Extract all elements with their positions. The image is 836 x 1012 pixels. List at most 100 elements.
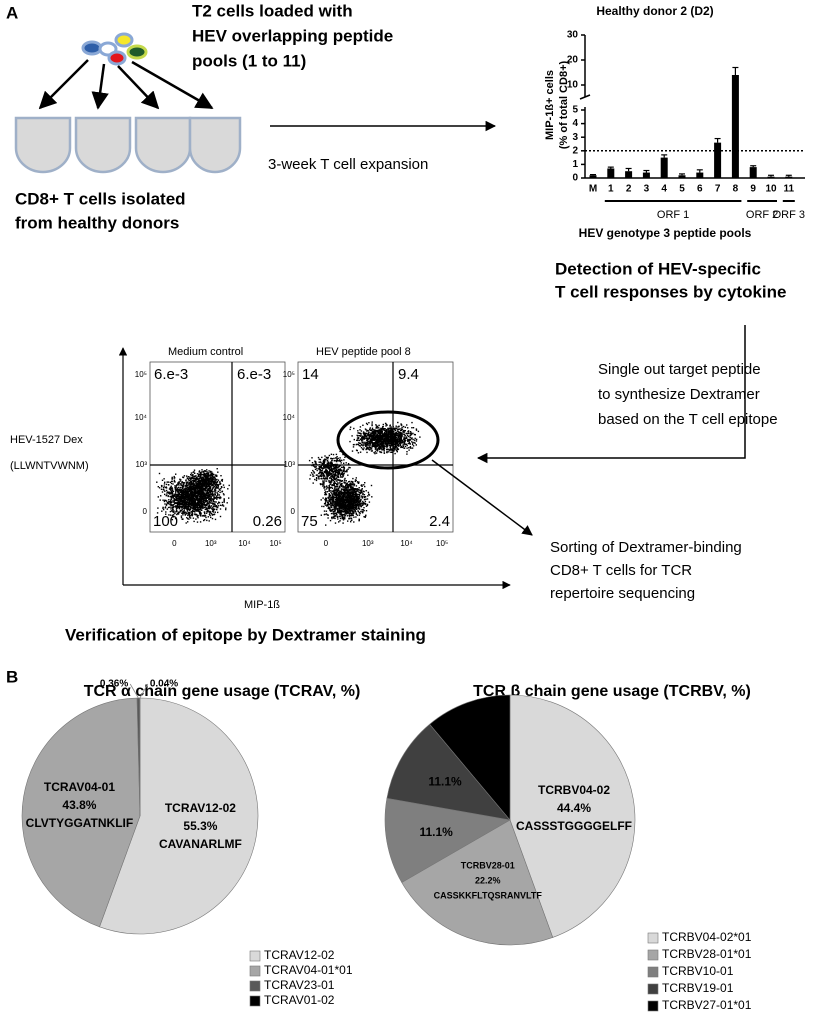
quadrant-label: 75 bbox=[301, 513, 318, 530]
value-label: 43.8% bbox=[62, 798, 96, 812]
x-tick-label: 6 bbox=[697, 184, 703, 195]
flow-tick-label: 10⁴ bbox=[135, 413, 148, 422]
flow-tick-label: 10⁵ bbox=[436, 539, 448, 548]
detection-text: Detection of HEV-specific bbox=[555, 259, 761, 278]
quadrant-label: 2.4 bbox=[429, 513, 450, 530]
bar bbox=[589, 175, 597, 178]
pie-slice bbox=[509, 694, 636, 938]
legend-swatch bbox=[647, 932, 659, 944]
legend-swatch bbox=[249, 965, 261, 977]
value-label: 55.3% bbox=[183, 819, 217, 833]
sorting-text: CD8+ T cells for TCR bbox=[550, 562, 692, 579]
legend-swatch bbox=[647, 1000, 659, 1012]
flow-y-label: HEV-1527 Dex bbox=[10, 434, 83, 446]
axis-break bbox=[579, 94, 591, 100]
flow-tick-label: 10³ bbox=[205, 539, 217, 548]
value-label: 11.1% bbox=[419, 825, 453, 839]
x-tick-label: 5 bbox=[679, 184, 685, 195]
legend-label: TCRBV10-01 bbox=[662, 964, 734, 978]
x-tick-label: M bbox=[589, 184, 597, 195]
x-tick-label: 7 bbox=[715, 184, 721, 195]
flow-title: Medium control bbox=[168, 346, 243, 358]
y-tick-label: 5 bbox=[572, 105, 578, 116]
legend-label: TCRBV19-01 bbox=[662, 981, 734, 995]
x-tick-label: 11 bbox=[784, 184, 795, 195]
legend-label: TCRAV23-01 bbox=[264, 978, 335, 992]
y-tick-label: 0 bbox=[572, 173, 578, 184]
cd8-text: from healthy donors bbox=[15, 213, 179, 232]
flow-tick-label: 10⁴ bbox=[400, 539, 413, 548]
y-tick-label: 3 bbox=[572, 132, 578, 143]
bar bbox=[660, 157, 668, 178]
y-tick-label: 20 bbox=[567, 55, 579, 66]
value-label: 0.36% bbox=[100, 679, 128, 690]
legend-swatch bbox=[647, 949, 659, 961]
bar bbox=[767, 176, 775, 178]
flow-tick-label: 10⁵ bbox=[283, 370, 295, 379]
leader-line bbox=[139, 683, 149, 699]
arrows bbox=[38, 59, 214, 110]
slice-label: TCRBV04-02 bbox=[538, 783, 610, 797]
x-tick-label: 4 bbox=[661, 184, 667, 195]
panel-label: B bbox=[6, 667, 18, 686]
x-tick-label: 9 bbox=[750, 184, 756, 195]
value-label: 44.4% bbox=[557, 801, 591, 815]
expansion-text: 3-week T cell expansion bbox=[268, 156, 428, 173]
y-axis-label: MIP-1ß+ cells bbox=[544, 70, 556, 140]
panel-label: A bbox=[6, 3, 18, 22]
slice-label: CASSSTGGGGELFF bbox=[516, 819, 632, 833]
cells-icon bbox=[81, 32, 148, 66]
legend-label: TCRAV01-02 bbox=[264, 993, 335, 1007]
legend-label: TCRBV27-01*01 bbox=[662, 998, 752, 1012]
slice-label: CAVANARLMF bbox=[159, 837, 242, 851]
flow-tick-label: 10³ bbox=[283, 460, 295, 469]
x-tick-label: 2 bbox=[626, 184, 632, 195]
t2-text: T2 cells loaded with bbox=[192, 1, 353, 20]
arrow bbox=[431, 459, 533, 536]
bar bbox=[785, 176, 793, 178]
cd8-text: CD8+ T cells isolated bbox=[15, 189, 186, 208]
gate bbox=[336, 410, 440, 470]
x-tick-label: 3 bbox=[644, 184, 650, 195]
bar bbox=[696, 172, 704, 178]
group-label: ORF 1 bbox=[657, 209, 689, 221]
legend-label: TCRAV04-01*01 bbox=[264, 963, 353, 977]
t2-text: pools (1 to 11) bbox=[192, 51, 306, 70]
single-out-text: Single out target peptide bbox=[598, 361, 761, 378]
y-tick-label: 30 bbox=[567, 30, 579, 41]
slice-label: TCRAV12-02 bbox=[165, 801, 236, 815]
pie-slice bbox=[401, 819, 554, 946]
value-label: 11.1% bbox=[428, 775, 462, 789]
bar bbox=[625, 171, 633, 178]
slice-label: TCRAV04-01 bbox=[44, 780, 115, 794]
flow-tick-label: 10⁵ bbox=[135, 370, 147, 379]
group-label: ORF 2 bbox=[746, 209, 778, 221]
bar bbox=[607, 168, 615, 178]
legend-label: TCRAV12-02 bbox=[264, 948, 335, 962]
single-out-text: based on the T cell epitope bbox=[598, 411, 778, 428]
flow-tick-label: 0 bbox=[291, 507, 296, 516]
flow-dots bbox=[156, 421, 421, 526]
bar bbox=[714, 142, 722, 178]
flow-tick-label: 10⁴ bbox=[283, 413, 296, 422]
legend-label: TCRBV28-01*01 bbox=[662, 947, 752, 961]
value-label: 0.04% bbox=[150, 679, 178, 690]
x-tick-label: 1 bbox=[608, 184, 614, 195]
quadrant-label: 6.e-3 bbox=[237, 366, 271, 383]
legend-label: TCRBV04-02*01 bbox=[662, 930, 752, 944]
pie-slice bbox=[99, 697, 259, 935]
flow-title: HEV peptide pool 8 bbox=[316, 346, 411, 358]
quadrant-label: 14 bbox=[302, 366, 319, 383]
y-tick-label: 2 bbox=[572, 145, 578, 156]
quadrant-label: 100 bbox=[153, 513, 178, 530]
sorting-text: Sorting of Dextramer-binding bbox=[550, 539, 742, 556]
chart-title: TCR β chain gene usage (TCRBV, %) bbox=[473, 683, 751, 700]
quadrant-label: 0.26 bbox=[253, 513, 282, 530]
y-tick-label: 4 bbox=[572, 118, 578, 129]
group-label: ORF 3 bbox=[773, 209, 805, 221]
detection-text: T cell responses by cytokine bbox=[555, 282, 786, 301]
quadrant-label: 6.e-3 bbox=[154, 366, 188, 383]
single-out-text: to synthesize Dextramer bbox=[598, 386, 760, 403]
flow-tick-label: 10³ bbox=[135, 460, 147, 469]
